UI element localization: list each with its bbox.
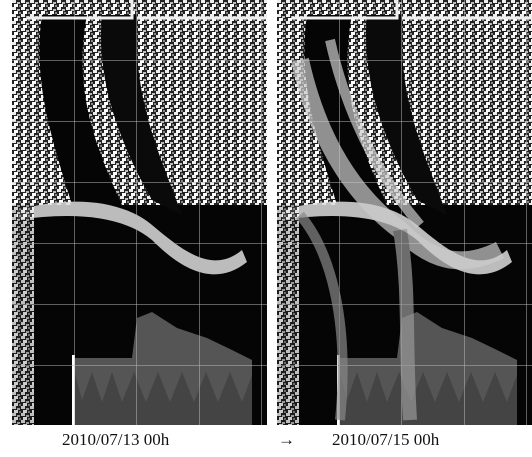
image-pair xyxy=(0,0,532,425)
caption: 2010/07/15 00h xyxy=(332,430,439,450)
arrow: → xyxy=(278,430,295,450)
caption: 2010/07/13 00h xyxy=(62,430,169,450)
image-before xyxy=(12,0,267,425)
figure: 2010/07/13 00h → 2010/07/15 00h xyxy=(0,0,532,457)
